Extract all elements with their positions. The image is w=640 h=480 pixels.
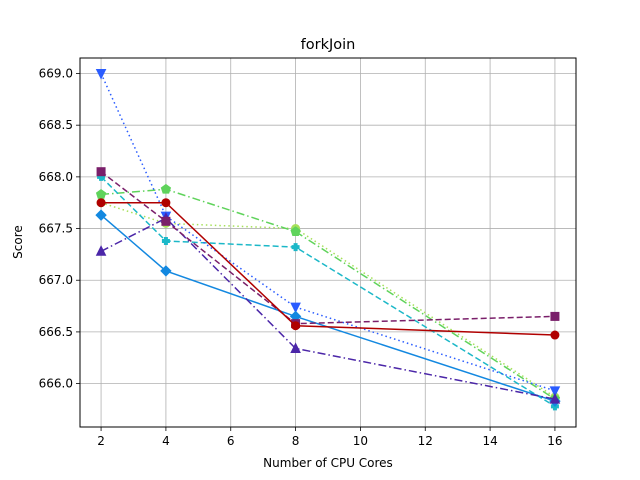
x-axis-label: Number of CPU Cores	[263, 456, 393, 470]
y-tick-label: 666.5	[39, 325, 73, 339]
data-point	[95, 69, 107, 80]
grid	[80, 58, 576, 427]
ticks: 2 4 6 8 10 12 14 16 666.0 666.5 667.0 667.5 668.0 668…	[39, 67, 563, 448]
series-line	[101, 188, 556, 400]
x-tick-label: 10	[353, 434, 368, 448]
series-line	[100, 171, 555, 325]
x-tick-label: 6	[227, 434, 235, 448]
data-point	[291, 321, 301, 331]
data-point	[161, 216, 171, 226]
series-line	[101, 201, 555, 336]
data-point	[290, 302, 301, 314]
data-point	[550, 330, 560, 340]
data-point	[290, 226, 301, 237]
y-tick-label: 668.5	[39, 118, 73, 132]
data-point	[550, 311, 560, 321]
series-line	[100, 73, 556, 392]
x-tick-label: 2	[97, 434, 105, 448]
series-1	[96, 198, 560, 402]
data-point	[95, 245, 107, 256]
series-line	[100, 217, 556, 400]
data-point	[95, 209, 107, 221]
series-5	[95, 209, 561, 407]
data-point	[160, 183, 172, 194]
y-axis-label: Score	[11, 225, 25, 259]
x-tick-label: 16	[547, 434, 562, 448]
chart-title: forkJoin	[301, 37, 356, 53]
data-point	[161, 236, 170, 245]
series-layer	[95, 69, 561, 411]
data-point	[161, 198, 171, 208]
axes-frame	[79, 57, 577, 428]
series-3	[97, 172, 559, 411]
data-point	[549, 386, 561, 397]
data-point	[96, 167, 106, 177]
x-tick-label: 14	[482, 434, 497, 448]
series-line	[100, 201, 556, 398]
x-tick-label: 12	[418, 434, 433, 448]
series-8	[96, 198, 560, 340]
data-point	[95, 189, 107, 199]
y-tick-label: 668.0	[39, 170, 73, 184]
x-tick-label: 8	[292, 434, 300, 448]
data-point	[549, 392, 561, 404]
y-tick-label: 669.0	[39, 67, 73, 81]
series-line	[100, 214, 556, 402]
data-point	[160, 265, 172, 277]
x-tick-label: 4	[162, 434, 170, 448]
series-line	[100, 176, 556, 407]
data-point	[291, 243, 300, 252]
y-tick-label: 666.0	[39, 377, 73, 391]
series-4	[95, 69, 561, 397]
y-tick-label: 667.5	[39, 222, 73, 236]
y-tick-label: 667.0	[39, 273, 73, 287]
data-point	[96, 198, 106, 208]
data-point	[290, 342, 301, 353]
